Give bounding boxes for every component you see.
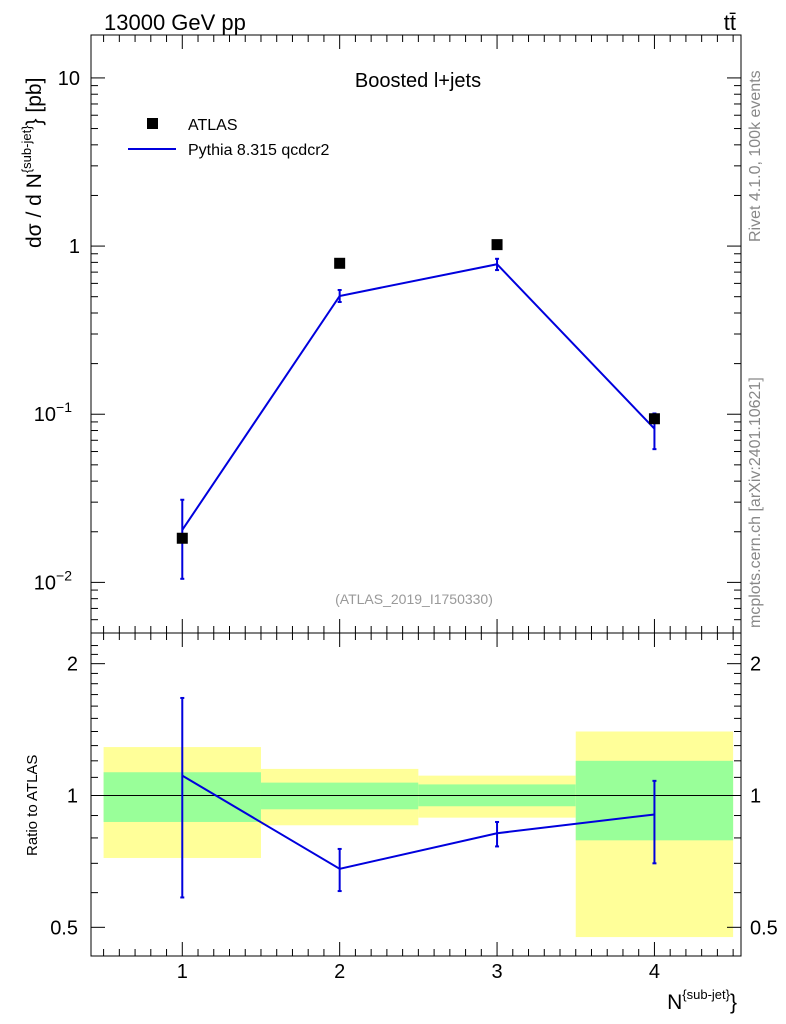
main-axis-ticks: 10−2 10−1 1 10 [34, 35, 741, 634]
ratio-y-axis-label: Ratio to ATLAS [24, 755, 41, 856]
ratio-axis-ticks: 0.5 0.5 1 1 2 2 1 2 3 4 [50, 633, 778, 983]
ratio-chart-marks [180, 696, 657, 899]
analysis-id: (ATLAS_2019_I1750330) [335, 591, 493, 607]
x-tick-label: 3 [491, 961, 502, 983]
x-label-sup: {sub-jet} [682, 987, 730, 1002]
main-title: Boosted l+jets [355, 70, 481, 92]
rivet-version-label: Rivet 4.1.0, 100k events [747, 70, 764, 242]
atlas-data-point [334, 257, 346, 269]
main-chart-marks [176, 239, 660, 580]
atlas-data-point [176, 532, 188, 544]
legend-data-label: ATLAS [188, 117, 238, 134]
x-tick-label: 4 [649, 961, 660, 983]
atlas-data-point [491, 239, 503, 251]
x-tick-label: 2 [334, 961, 345, 983]
ratio-y-tick-label-right: 0.5 [750, 917, 778, 939]
atlas-data-point [648, 413, 660, 425]
ratio-bands [91, 731, 741, 938]
ratio-y-tick-label-left: 1 [67, 785, 78, 807]
mc-series-line [181, 263, 656, 531]
main-y-tick-label: 1 [69, 236, 80, 258]
legend: ATLAS Pythia 8.315 qcdcr2 [128, 117, 330, 159]
main-panel: 10−2 10−1 1 10 Boosted l+jets (ATLAS_2019_I… [19, 34, 742, 634]
main-y-tick-label: 10−2 [34, 567, 72, 594]
legend-data-marker [147, 118, 158, 129]
main-y-label-sup: {sub-jet} [19, 125, 34, 173]
x-tick-label: 1 [177, 961, 188, 983]
svg-text:dσ / d N{sub-jet}} [pb]: dσ / d N{sub-jet}} [pb] [19, 78, 46, 248]
x-label-tail: } [730, 991, 737, 1014]
legend-mc-label: Pythia 8.315 qcdcr2 [188, 142, 330, 159]
main-y-tick-label: 10 [58, 68, 80, 90]
x-axis-label: N{sub-jet}} [667, 987, 737, 1014]
ratio-y-tick-label-left: 2 [67, 654, 78, 676]
ratio-panel: 0.5 0.5 1 1 2 2 1 2 3 4 Ratio to ATLAS N{sub-jet}… [24, 632, 778, 1014]
ratio-mc-line [181, 774, 655, 870]
ratio-frame [90, 632, 742, 957]
ratio-y-tick-label-left: 0.5 [50, 917, 78, 939]
mcplots-label: mcplots.cern.ch [arXiv:2401.10621] [747, 377, 764, 628]
main-y-axis-label: dσ / d N{sub-jet}} [pb] [19, 78, 46, 248]
main-y-label-tail: } [pb] [23, 78, 46, 126]
x-label-text: N [667, 991, 682, 1014]
ratio-y-tick-label-right: 2 [750, 654, 761, 676]
ratio-y-tick-label-right: 1 [750, 785, 761, 807]
energy-label: 13000 GeV pp [104, 10, 246, 35]
main-y-tick-label: 10−1 [34, 399, 72, 426]
main-y-label-text: dσ / d N [23, 173, 46, 248]
process-label: tt̄ [724, 10, 736, 35]
